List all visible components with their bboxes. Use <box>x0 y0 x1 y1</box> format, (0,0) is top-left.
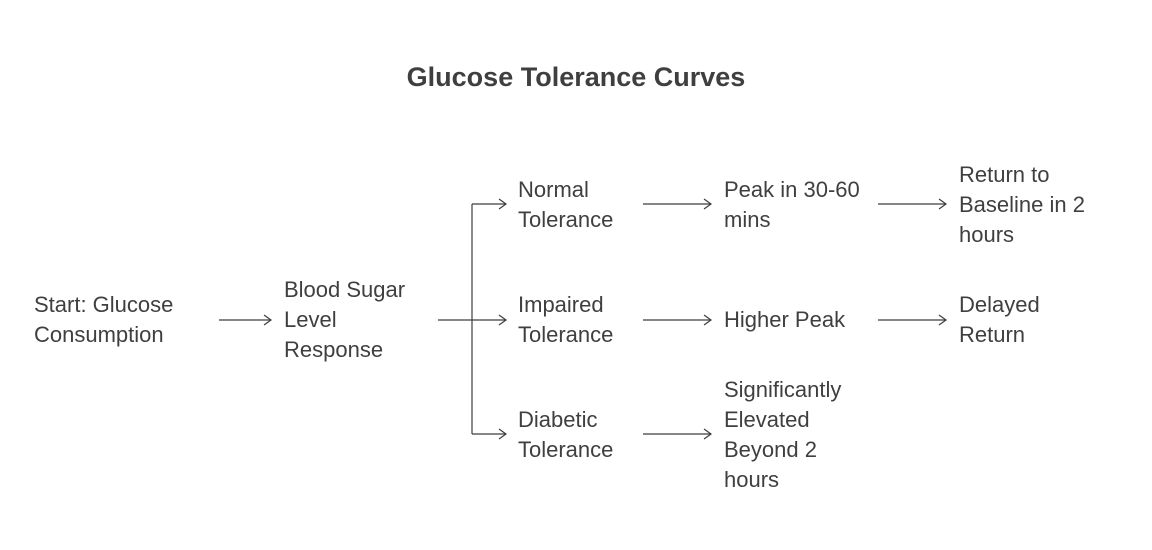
edge-impaired-to-higher-peak <box>643 314 713 326</box>
node-normal-peak: Peak in 30-60 mins <box>724 177 860 232</box>
node-return-to-baseline: Return to Baseline in 2 hours <box>959 162 1085 247</box>
edge-higher-peak-to-delayed-return <box>878 314 948 326</box>
diagram-title: Glucose Tolerance Curves <box>406 62 746 92</box>
edge-response-branch <box>438 204 473 434</box>
node-significantly-elevated: Significantly Elevated Beyond 2 hours <box>724 377 842 492</box>
node-higher-peak: Higher Peak <box>724 307 846 332</box>
node-normal-tolerance: Normal Tolerance <box>518 177 614 232</box>
node-diabetic-tolerance: Diabetic Tolerance <box>518 407 614 462</box>
edge-response-to-diabetic <box>472 428 508 440</box>
edge-start-to-response <box>219 314 273 326</box>
node-impaired-tolerance: Impaired Tolerance <box>518 292 614 347</box>
node-response: Blood Sugar Level Response <box>284 277 406 362</box>
edge-response-to-normal <box>472 198 508 210</box>
node-start: Start: Glucose Consumption <box>34 292 174 347</box>
node-delayed-return: Delayed Return <box>959 292 1040 347</box>
edge-normal-to-peak <box>643 198 713 210</box>
edge-diabetic-to-elevated <box>643 428 713 440</box>
edge-peak-to-return <box>878 198 948 210</box>
edge-response-to-impaired <box>472 314 508 326</box>
